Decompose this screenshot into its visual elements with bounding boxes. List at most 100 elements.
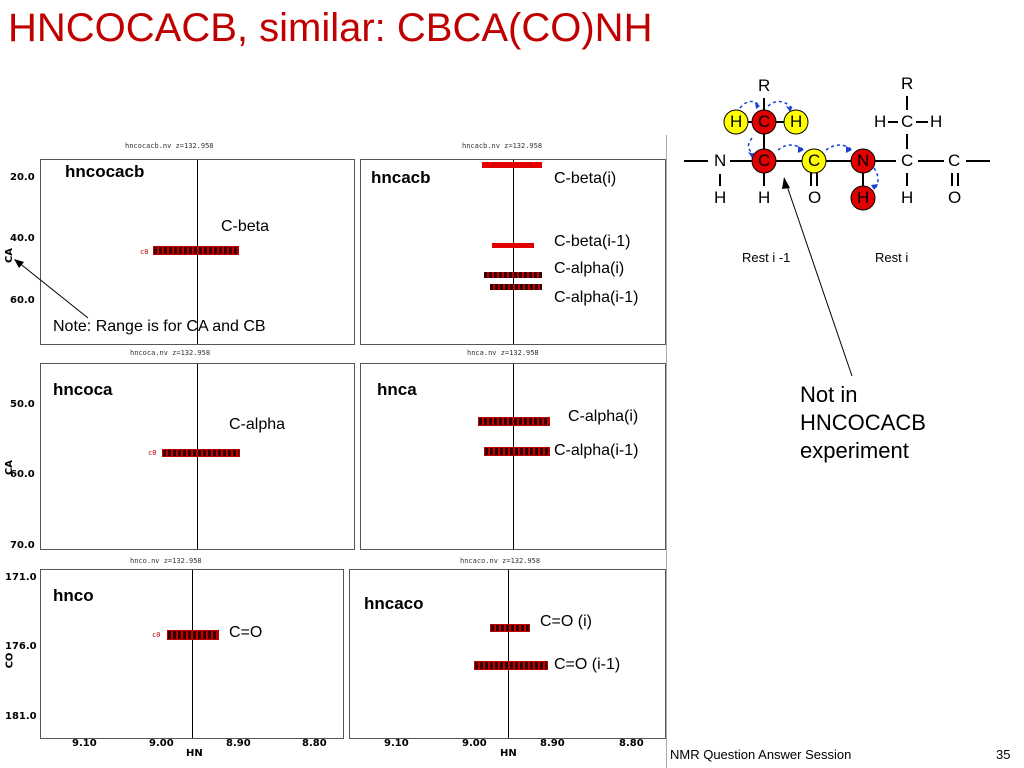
hn-tick: 8.90 <box>226 738 251 749</box>
panel-file-label: hncacb.nv z=132.958 <box>462 142 543 150</box>
atom-n: N <box>714 151 727 170</box>
atom-h: H <box>901 188 914 207</box>
page-number: 35 <box>996 747 1011 762</box>
peptide-diagram: R H C H N C C N H H O H R H C H C C H O … <box>680 74 1020 274</box>
diagram-graphics <box>684 96 990 211</box>
atom-c: C <box>948 151 961 170</box>
hn-reference-line <box>508 570 509 738</box>
panel-hncocacb: hncocacb C-beta Note: Range is for CA an… <box>40 159 355 345</box>
atom-h: H <box>930 112 943 131</box>
ca-tick: 50.0 <box>10 399 35 410</box>
atom-c: C <box>758 151 771 170</box>
hn-reference-line <box>513 364 514 549</box>
panel-file-label: hncoca.nv z=132.958 <box>130 349 211 357</box>
peak-c-alpha <box>162 449 240 457</box>
ca-tick: 40.0 <box>10 233 35 244</box>
panel-hnca: hnca C-alpha(i) C-alpha(i-1) <box>360 363 666 550</box>
hn-tick: 9.10 <box>384 738 409 749</box>
panel-file-label: hncocacb.nv z=132.958 <box>125 142 214 150</box>
peak-label-c-alpha: C-alpha <box>229 416 286 433</box>
hn-reference-line <box>513 160 514 344</box>
atom-o: O <box>808 188 822 207</box>
peak-label-c-beta-i: C-beta(i) <box>554 170 617 187</box>
peak-tag: c0 <box>152 631 161 639</box>
residue-label: Rest i <box>875 250 909 265</box>
ca-tick: 60.0 <box>10 469 35 480</box>
residue-prev-label: Rest i -1 <box>742 250 791 265</box>
co-tick: 171.0 <box>5 572 37 583</box>
atom-h: H <box>857 188 870 207</box>
ca-tick: 70.0 <box>10 540 35 551</box>
panel-name: hncacb <box>371 168 431 187</box>
atom-c: C <box>808 151 821 170</box>
atom-h: H <box>790 112 803 131</box>
atom-h: H <box>874 112 887 131</box>
peak-label-c-beta: C-beta <box>221 218 270 235</box>
peak-label-c-alpha-i-1: C-alpha(i-1) <box>554 442 639 459</box>
hn-axis-label: HN <box>186 748 203 759</box>
peak-c-alpha-i-1 <box>490 284 542 290</box>
atom-r: R <box>901 74 914 93</box>
atom-h: H <box>758 188 771 207</box>
peak-label-c-o-i: C=O (i) <box>540 613 592 630</box>
peak-c-o-i <box>490 624 530 632</box>
slide-title: HNCOCACB, similar: CBCA(CO)NH <box>8 6 653 50</box>
peak-c-alpha-i-1 <box>484 447 550 456</box>
atom-c: C <box>901 112 914 131</box>
panel-hncacb: hncacb C-beta(i) C-beta(i-1) C-alpha(i) … <box>360 159 666 345</box>
peak-tag: c0 <box>148 449 157 457</box>
atom-r: R <box>758 76 771 95</box>
hn-tick: 9.00 <box>149 738 174 749</box>
peak-label-c-o: C=O <box>229 624 263 641</box>
hn-tick: 8.80 <box>619 738 644 749</box>
panel-file-label: hnca.nv z=132.958 <box>467 349 539 357</box>
peak-c-o <box>167 630 219 640</box>
atom-c: C <box>901 151 914 170</box>
hn-tick: 9.00 <box>462 738 487 749</box>
hn-axis-label: HN <box>500 748 517 759</box>
panel-file-label: hncaco.nv z=132.958 <box>460 557 541 565</box>
panel-hnco: hnco C=O <box>40 569 344 739</box>
co-tick: 176.0 <box>5 641 37 652</box>
peak-c-o-i-1 <box>474 661 548 670</box>
peak-label-c-o-i-1: C=O (i-1) <box>554 656 621 673</box>
atom-h: H <box>730 112 743 131</box>
peak-label-c-alpha-i: C-alpha(i) <box>554 260 625 277</box>
panel-name: hncaco <box>364 594 424 613</box>
range-note: Note: Range is for CA and CB <box>53 318 266 335</box>
peak-c-alpha-i <box>478 417 550 426</box>
peak-c-alpha-i <box>484 272 542 278</box>
annotation-line: experiment <box>800 438 909 463</box>
atom-h: H <box>714 188 727 207</box>
panel-name: hncoca <box>53 380 113 399</box>
peak-label-c-alpha-i-1: C-alpha(i-1) <box>554 289 639 306</box>
peak-label-c-alpha-i: C-alpha(i) <box>568 408 639 425</box>
atom-o: O <box>948 188 962 207</box>
peak-label-c-beta-i-1: C-beta(i-1) <box>554 233 631 250</box>
peak-c-beta <box>153 246 239 255</box>
figure-border <box>666 135 667 768</box>
panel-name: hnca <box>377 380 417 399</box>
panel-name: hnco <box>53 586 94 605</box>
peak-c-beta-i <box>482 162 542 168</box>
panel-hncaco: hncaco C=O (i) C=O (i-1) <box>349 569 666 739</box>
peak-c-beta-i-1 <box>492 243 534 248</box>
spectra-figure: hncocacb.nv z=132.958 hncocacb C-beta No… <box>0 135 680 768</box>
hn-reference-line <box>192 570 193 738</box>
panel-file-label: hnco.nv z=132.958 <box>130 557 202 565</box>
panel-name: hncocacb <box>65 162 145 181</box>
hn-tick: 8.80 <box>302 738 327 749</box>
ca-tick: 20.0 <box>10 172 35 183</box>
atom-c: C <box>758 112 771 131</box>
hn-tick: 9.10 <box>72 738 97 749</box>
co-tick: 181.0 <box>5 711 37 722</box>
annotation-line: HNCOCACB <box>800 410 926 435</box>
annotation-line: Not in <box>800 382 858 407</box>
annotation-not-in-experiment: Not in HNCOCACB experiment <box>800 381 926 465</box>
ca-tick: 60.0 <box>10 295 35 306</box>
atom-n: N <box>857 151 870 170</box>
footer-text: NMR Question Answer Session <box>670 747 852 762</box>
hn-tick: 8.90 <box>540 738 565 749</box>
peak-tag: c0 <box>140 248 149 256</box>
